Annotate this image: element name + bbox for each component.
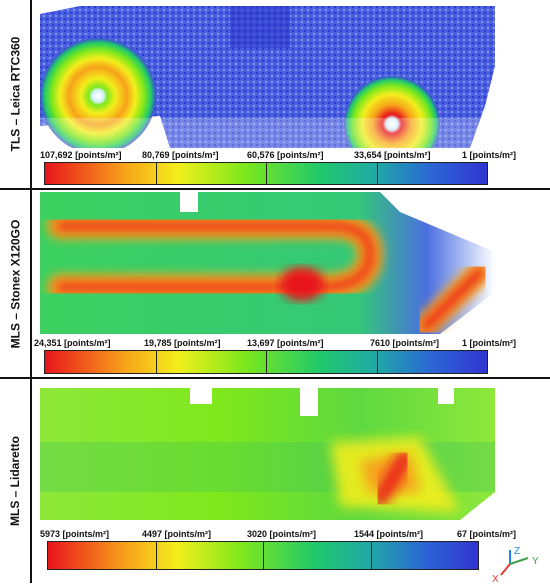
y-axis-label: Y: [532, 556, 539, 567]
panel-divider-1: [0, 188, 550, 190]
tls-colorbar-ticks: 107,692 [points/m²] 80,769 [points/m²] 6…: [40, 150, 517, 160]
panel-3-label: MLS – Lidaretto: [8, 435, 23, 527]
panel-divider-2: [0, 377, 550, 379]
lidaretto-colorbar-ticks: 5973 [points/m²] 4497 [points/m²] 3020 […: [40, 529, 517, 539]
lidaretto-density-map: [40, 382, 495, 520]
stonex-colorbar: [44, 350, 488, 374]
stonex-colorbar-ticks: 24,351 [points/m²] 19,785 [points/m²] 13…: [34, 338, 517, 348]
z-axis-label: Z: [514, 546, 520, 557]
lidaretto-colorbar: [47, 541, 479, 570]
left-divider: [30, 0, 32, 583]
axes-triad: X Z Y: [488, 540, 550, 585]
tls-colorbar: [44, 162, 488, 185]
panel-1-label: TLS – Leica RTC360: [8, 36, 22, 152]
stonex-density-map: [40, 192, 495, 334]
x-axis-label: X: [492, 574, 499, 583]
tls-density-map: [40, 6, 495, 148]
panel-2-label: MLS – Stonex X120GO: [8, 219, 22, 348]
